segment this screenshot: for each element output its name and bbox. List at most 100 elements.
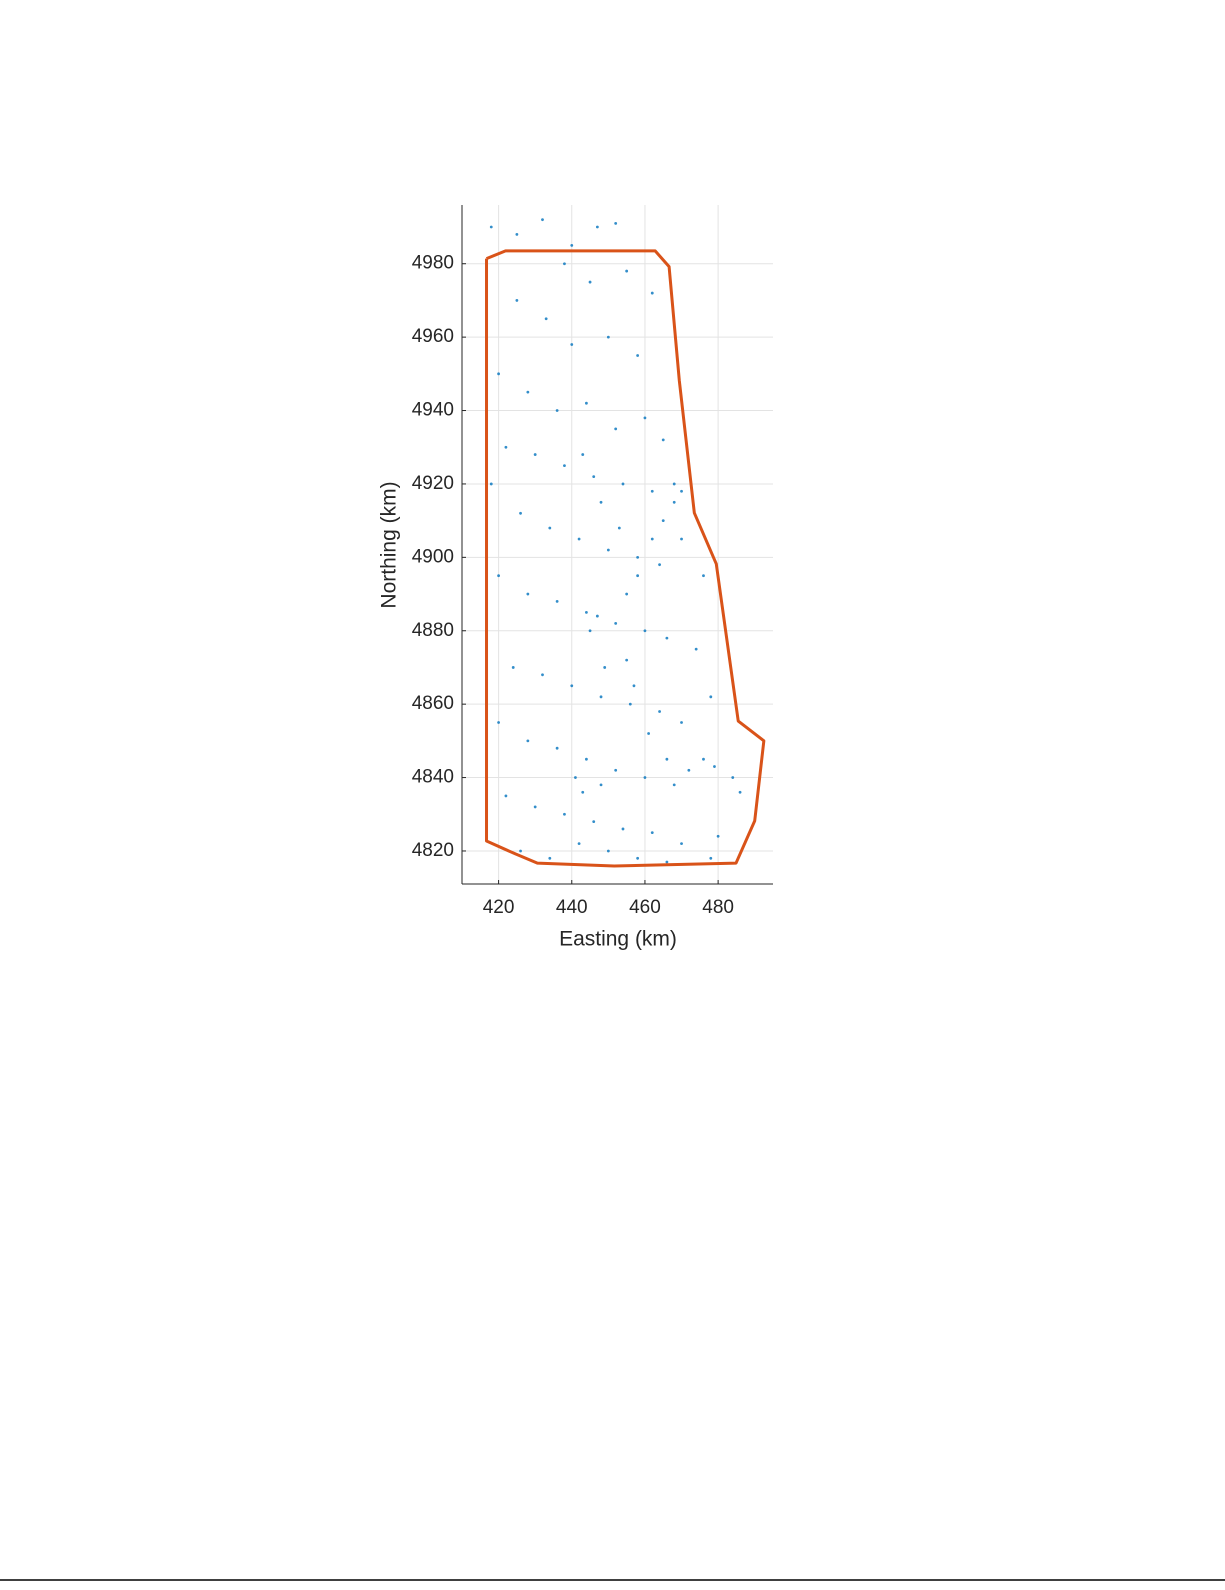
point — [606, 548, 610, 552]
point — [581, 790, 585, 794]
point — [628, 702, 632, 706]
point — [555, 409, 559, 412]
point — [515, 299, 519, 302]
point — [595, 614, 599, 618]
point — [588, 280, 592, 284]
point — [592, 475, 596, 478]
point — [680, 842, 683, 846]
point — [606, 849, 610, 853]
y-tick-label: 4900 — [412, 546, 454, 567]
x-axis-label: Easting (km) — [559, 928, 677, 951]
point — [658, 563, 661, 567]
point — [661, 438, 665, 442]
point — [680, 489, 683, 493]
point — [497, 372, 500, 376]
point — [614, 622, 618, 625]
point — [636, 354, 640, 357]
point — [563, 262, 566, 266]
y-tick-label: 4980 — [412, 253, 454, 274]
y-tick-label: 4860 — [412, 693, 454, 714]
point — [515, 232, 519, 236]
point — [577, 842, 581, 846]
point — [526, 739, 530, 743]
point — [621, 482, 625, 486]
point — [533, 805, 537, 809]
point — [555, 599, 559, 603]
point — [617, 526, 621, 530]
point — [713, 765, 716, 768]
point — [680, 721, 683, 724]
point — [636, 555, 640, 559]
point — [643, 776, 647, 779]
point — [577, 537, 581, 541]
point — [489, 482, 493, 486]
point — [541, 218, 544, 222]
y-tick-label: 4960 — [412, 326, 454, 347]
y-tick-label: 4920 — [412, 473, 454, 494]
point — [603, 666, 607, 669]
point — [563, 464, 566, 467]
point — [504, 794, 508, 798]
point — [709, 695, 713, 699]
point — [672, 482, 676, 486]
point — [643, 416, 647, 420]
point — [599, 500, 603, 504]
point — [621, 827, 625, 831]
point — [544, 317, 548, 321]
point — [709, 856, 713, 860]
point — [599, 783, 603, 787]
y-tick-label: 4940 — [412, 400, 454, 421]
point — [585, 757, 588, 761]
x-tick-label: 480 — [702, 897, 734, 918]
y-tick-label: 4840 — [412, 767, 454, 788]
x-tick-label: 420 — [483, 897, 515, 918]
point — [585, 611, 588, 614]
point — [541, 673, 544, 677]
point — [650, 537, 654, 541]
point — [526, 390, 530, 394]
point — [694, 647, 698, 651]
point — [489, 225, 493, 229]
point — [526, 592, 530, 596]
point — [555, 746, 559, 750]
point — [687, 768, 691, 772]
point — [497, 574, 500, 578]
point — [519, 849, 522, 853]
point — [504, 445, 508, 449]
point — [650, 291, 654, 295]
point — [581, 453, 585, 456]
point — [672, 500, 676, 504]
point — [643, 629, 647, 633]
point — [511, 666, 515, 669]
point — [716, 834, 720, 838]
point — [570, 343, 574, 346]
y-tick-label: 4820 — [412, 840, 454, 861]
point — [731, 776, 735, 779]
point — [585, 401, 588, 405]
boundary-line — [485, 249, 766, 868]
point — [588, 629, 592, 633]
point — [519, 511, 522, 515]
point — [614, 221, 618, 225]
point — [702, 757, 705, 761]
point — [672, 783, 676, 787]
point — [548, 526, 552, 530]
point — [636, 574, 640, 578]
x-tick-label: 460 — [629, 897, 661, 918]
point — [625, 269, 629, 273]
point — [650, 831, 654, 835]
y-axis-label: Northing (km) — [378, 481, 401, 608]
point — [632, 684, 636, 688]
point — [661, 519, 665, 523]
point — [625, 592, 629, 596]
point — [595, 225, 599, 229]
point — [702, 574, 705, 578]
point — [570, 684, 574, 688]
point — [738, 790, 742, 794]
point — [650, 489, 654, 493]
point — [606, 335, 610, 339]
point — [665, 757, 669, 761]
point — [658, 710, 661, 713]
